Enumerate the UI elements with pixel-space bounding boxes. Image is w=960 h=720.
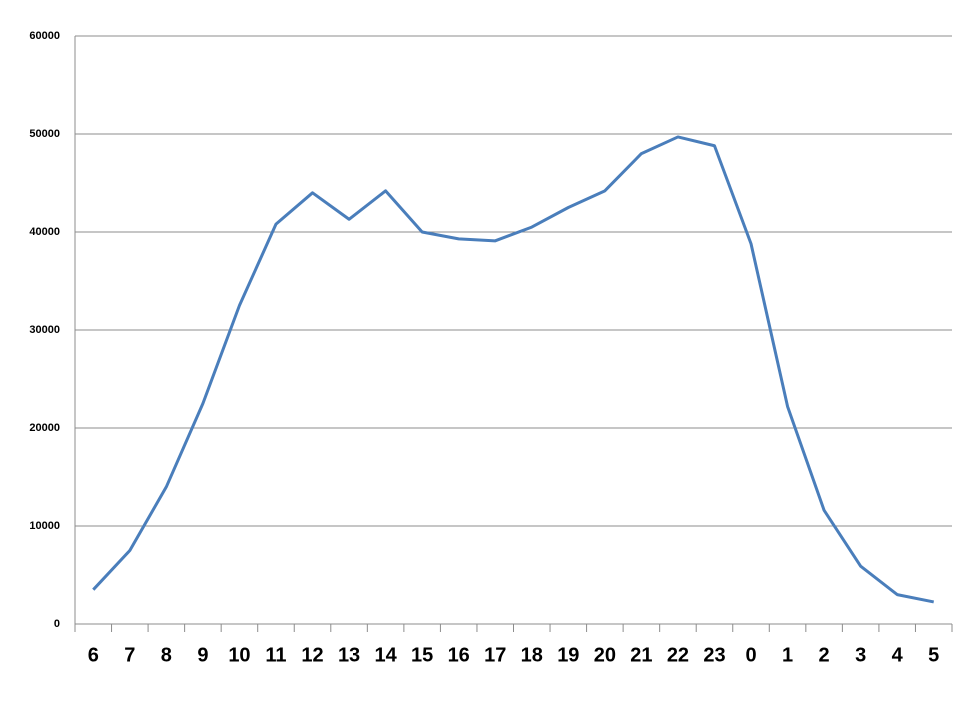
- x-tick-label: 2: [819, 644, 830, 666]
- x-tick-label: 0: [745, 644, 756, 666]
- x-tick-label: 18: [521, 644, 543, 666]
- data-line: [92, 135, 935, 604]
- y-tick-label: 30000: [29, 324, 60, 336]
- x-tick-label: 11: [265, 644, 286, 666]
- x-tick-label: 10: [228, 644, 250, 666]
- x-tick-label: 22: [667, 644, 689, 666]
- y-tick-label: 0: [54, 618, 60, 630]
- y-tick-label: 50000: [29, 128, 60, 140]
- x-tick-label: 7: [124, 644, 135, 666]
- x-tick-label: 5: [928, 644, 939, 666]
- y-tick-label: 60000: [29, 30, 60, 42]
- x-tick-label: 19: [557, 644, 579, 666]
- x-tick-label: 8: [161, 644, 172, 666]
- y-tick-label: 40000: [29, 226, 60, 238]
- y-tick-label: 20000: [29, 422, 60, 434]
- x-tick-label: 6: [88, 644, 99, 666]
- x-tick-label: 23: [703, 644, 725, 666]
- x-tick-label: 21: [630, 644, 652, 666]
- y-tick-label: 10000: [29, 520, 60, 532]
- x-tick-label: 4: [892, 644, 904, 666]
- x-tick-label: 9: [197, 644, 208, 666]
- x-tick-label: 16: [448, 644, 470, 666]
- x-tick-label: 12: [301, 644, 323, 666]
- x-tick-label: 3: [855, 644, 866, 666]
- x-tick-label: 1: [782, 644, 793, 666]
- x-tick-label: 17: [484, 644, 506, 666]
- x-tick-label: 14: [374, 644, 397, 666]
- x-tick-label: 15: [411, 644, 433, 666]
- x-tick-label: 20: [594, 644, 616, 666]
- x-tick-label: 13: [338, 644, 360, 666]
